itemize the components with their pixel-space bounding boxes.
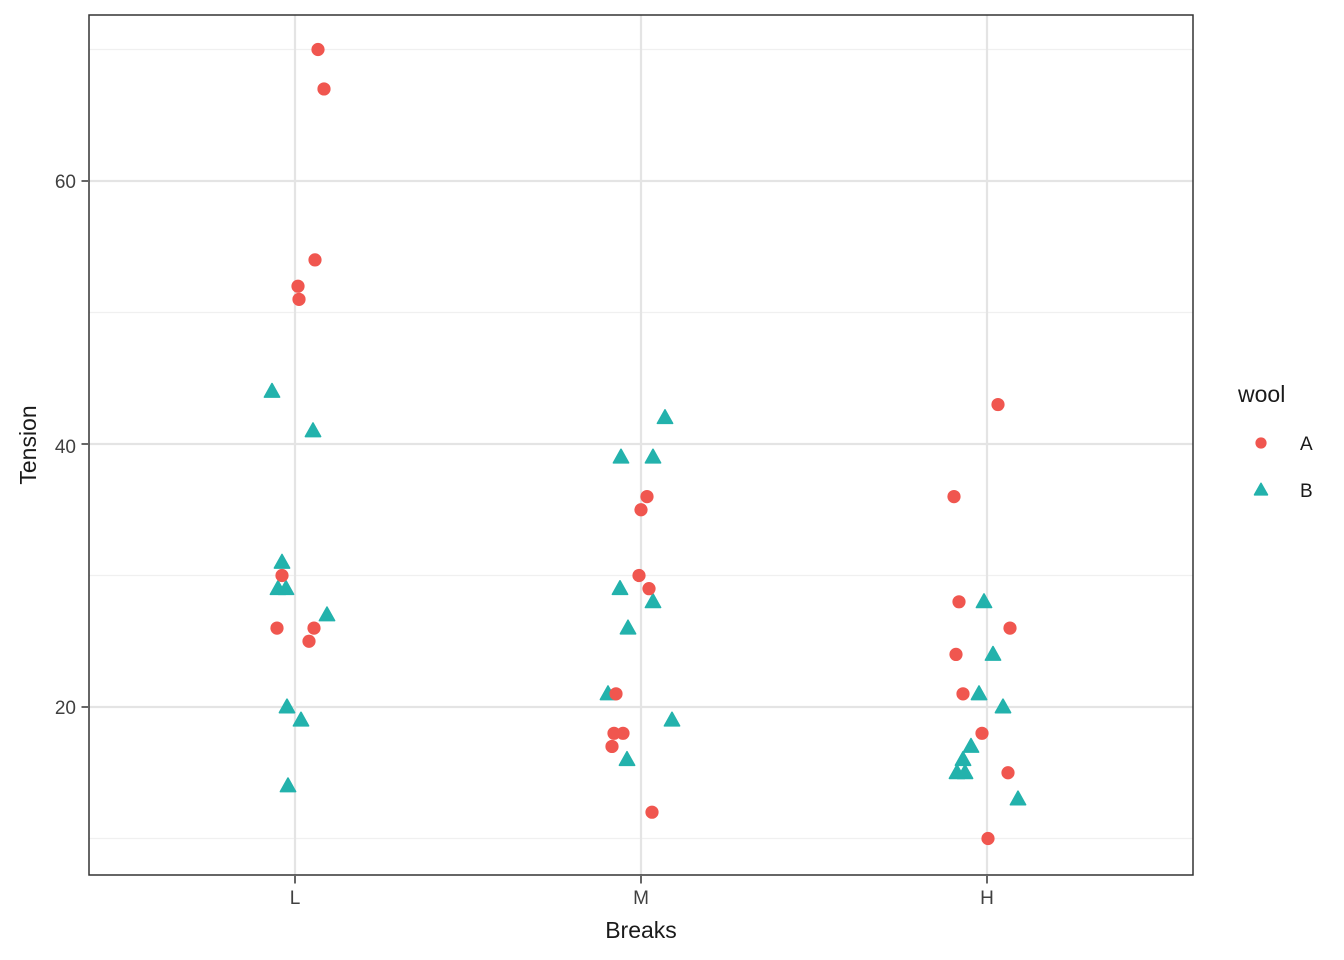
- data-point-wool-a: [1001, 766, 1015, 780]
- data-point-wool-a: [291, 279, 305, 293]
- data-point-wool-a: [605, 739, 619, 754]
- data-point-wool-a: [645, 805, 659, 819]
- data-point-wool-b: [975, 593, 993, 609]
- data-point-wool-a: [308, 253, 322, 267]
- x-axis-title: Breaks: [605, 917, 677, 943]
- data-point-wool-b: [612, 448, 630, 464]
- data-point-wool-a: [981, 831, 995, 846]
- data-point-wool-a: [952, 595, 966, 609]
- data-point-wool-a: [949, 647, 963, 662]
- data-point-wool-a: [616, 726, 630, 740]
- data-point-wool-a: [609, 687, 623, 701]
- data-point-wool-a: [270, 621, 284, 635]
- panel-border: [88, 14, 1194, 876]
- y-tick-label-40: 40: [55, 437, 76, 458]
- tick-layer: [81, 180, 988, 884]
- data-point-wool-b: [277, 580, 295, 596]
- data-point-wool-b: [618, 750, 636, 767]
- grid-layer: [89, 15, 1193, 875]
- data-point-wool-b: [611, 580, 629, 596]
- data-point-wool-b: [644, 448, 662, 464]
- data-point-wool-a: [275, 568, 289, 583]
- legend-keys: [1253, 437, 1269, 496]
- x-tick-label-h: H: [980, 888, 994, 909]
- data-point-wool-b: [318, 606, 336, 622]
- data-point-wool-a: [311, 42, 325, 57]
- data-point-wool-a: [634, 503, 648, 517]
- data-point-wool-b: [656, 409, 674, 425]
- legend-marker-b-icon: [1253, 482, 1269, 496]
- data-point-wool-a: [956, 687, 970, 701]
- data-point-wool-b: [956, 764, 974, 780]
- x-tick-label-m: M: [633, 888, 649, 909]
- data-point-wool-a: [1003, 621, 1017, 635]
- data-point-wool-b: [263, 382, 281, 398]
- data-point-wool-a: [317, 82, 331, 96]
- data-point-wool-b: [273, 553, 291, 569]
- legend: wool A B: [1237, 381, 1313, 502]
- y-axis-title: Tension: [15, 405, 41, 484]
- data-point-wool-a: [975, 726, 989, 740]
- data-point-wool-a: [642, 582, 656, 596]
- data-point-wool-b: [304, 422, 322, 438]
- data-point-wool-b: [663, 711, 681, 727]
- point-layer: [263, 42, 1027, 846]
- data-point-wool-a: [292, 292, 306, 306]
- data-point-wool-a: [302, 634, 316, 648]
- legend-title: wool: [1237, 381, 1285, 407]
- legend-label-a: A: [1300, 434, 1313, 455]
- data-point-wool-a: [640, 490, 654, 504]
- data-point-wool-b: [994, 698, 1012, 714]
- y-tick-label-20: 20: [55, 698, 76, 719]
- data-point-wool-b: [962, 737, 980, 753]
- legend-label-b: B: [1300, 481, 1313, 502]
- data-point-wool-a: [991, 397, 1005, 412]
- data-point-wool-b: [970, 685, 988, 701]
- data-point-wool-b: [644, 593, 662, 609]
- data-point-wool-b: [954, 750, 972, 767]
- data-point-wool-b: [984, 645, 1002, 661]
- data-point-wool-a: [632, 568, 646, 583]
- panel-layer: [88, 14, 1194, 876]
- y-tick-label-60: 60: [55, 172, 76, 193]
- x-tick-label-l: L: [290, 888, 301, 909]
- data-point-wool-b: [292, 711, 310, 727]
- data-point-wool-a: [947, 490, 961, 504]
- data-point-wool-b: [279, 777, 297, 793]
- data-point-wool-b: [619, 619, 637, 635]
- legend-marker-a-icon: [1255, 437, 1267, 449]
- data-point-wool-a: [307, 621, 321, 635]
- data-point-wool-b: [278, 698, 296, 714]
- data-point-wool-b: [1009, 790, 1027, 806]
